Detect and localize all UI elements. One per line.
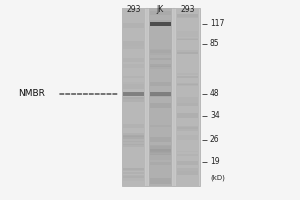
Bar [123, 124, 144, 128]
Bar [150, 137, 171, 142]
Bar [123, 93, 144, 96]
Bar [149, 8, 172, 186]
Bar [150, 154, 171, 160]
Bar [177, 126, 198, 131]
Bar [150, 145, 171, 151]
Text: 26: 26 [210, 136, 220, 144]
Bar [177, 168, 198, 171]
Bar [123, 84, 144, 89]
Bar [122, 8, 200, 186]
Bar [123, 136, 144, 142]
Bar [150, 22, 171, 26]
Bar [150, 82, 171, 86]
Bar [177, 113, 198, 118]
Bar [150, 149, 171, 152]
Bar [150, 103, 171, 108]
Bar [123, 64, 144, 68]
Bar [150, 146, 171, 151]
Bar [150, 66, 171, 69]
Bar [177, 76, 198, 78]
Bar [150, 178, 171, 184]
Bar [150, 151, 171, 155]
Text: (kD): (kD) [210, 175, 225, 181]
Bar [123, 135, 144, 139]
Text: 48: 48 [210, 90, 220, 98]
Bar [177, 14, 198, 17]
Bar [150, 149, 171, 153]
Bar [150, 50, 171, 55]
Bar [177, 171, 198, 175]
Bar [123, 168, 144, 171]
Bar [150, 11, 171, 15]
Bar [177, 161, 198, 165]
Bar [177, 38, 198, 40]
Bar [177, 31, 198, 37]
Bar [123, 41, 144, 46]
Bar [177, 50, 198, 54]
Bar [123, 23, 144, 28]
Bar [177, 135, 198, 140]
Bar [122, 8, 145, 186]
Bar [123, 175, 144, 178]
Text: 293: 293 [126, 5, 141, 14]
Bar [177, 151, 198, 152]
Bar [123, 97, 144, 99]
Bar [177, 154, 198, 156]
Bar [123, 92, 144, 96]
Bar [177, 73, 198, 75]
Bar [150, 125, 171, 127]
Bar [150, 92, 171, 97]
Bar [123, 172, 144, 174]
Text: 19: 19 [210, 158, 220, 166]
Text: NMBR: NMBR [18, 90, 45, 98]
Bar [123, 82, 144, 84]
Bar [150, 92, 171, 96]
Bar [177, 103, 198, 106]
Bar [150, 58, 171, 60]
Bar [123, 97, 144, 102]
Bar [150, 20, 171, 24]
Text: 117: 117 [210, 20, 224, 28]
Bar [150, 64, 171, 67]
Text: JK: JK [157, 5, 164, 14]
Bar [150, 49, 171, 53]
Bar [177, 83, 198, 85]
Bar [123, 133, 144, 137]
Text: 293: 293 [180, 5, 195, 14]
Bar [177, 39, 198, 40]
Bar [177, 52, 198, 54]
Bar [150, 149, 171, 155]
Bar [176, 8, 199, 186]
Bar [123, 144, 144, 147]
Bar [123, 58, 144, 62]
Bar [123, 46, 144, 49]
Bar [177, 97, 198, 103]
Bar [150, 162, 171, 165]
Bar [123, 76, 144, 78]
Bar [177, 84, 198, 86]
Bar [123, 176, 144, 181]
Bar [123, 168, 144, 170]
Text: 85: 85 [210, 40, 220, 48]
Bar [177, 14, 198, 18]
Text: 34: 34 [210, 111, 220, 120]
Bar [150, 95, 171, 97]
Bar [177, 127, 198, 129]
Bar [123, 141, 144, 145]
